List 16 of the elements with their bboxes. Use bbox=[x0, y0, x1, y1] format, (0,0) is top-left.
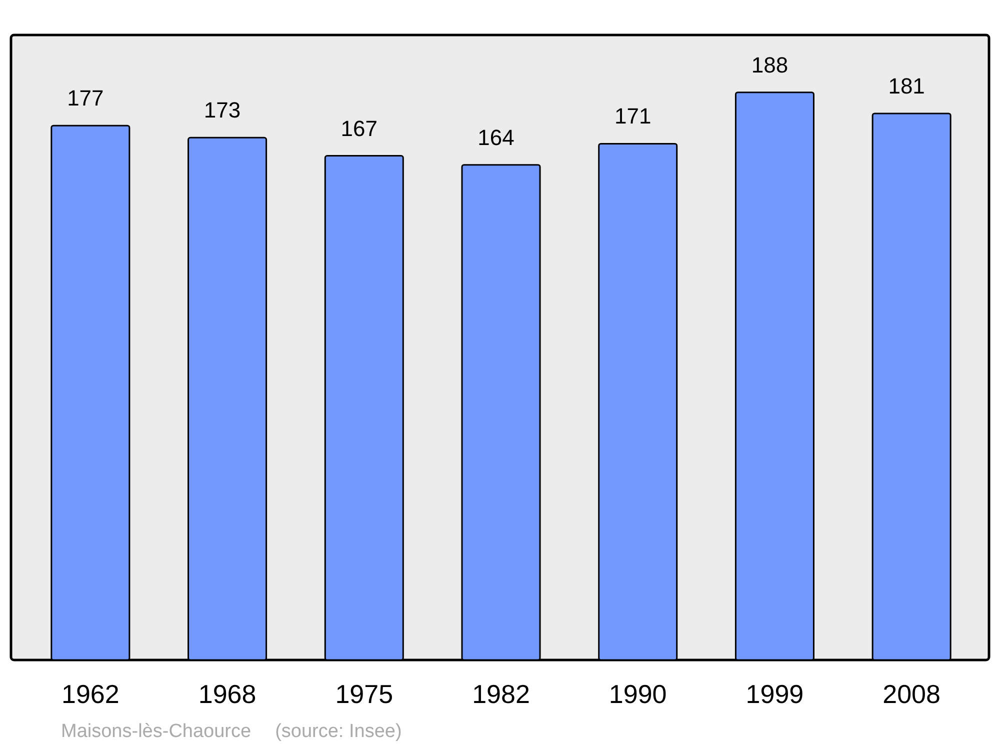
x-tick-label: 1999 bbox=[746, 679, 804, 709]
x-tick-label: 2008 bbox=[882, 679, 940, 709]
x-tick-label: 1968 bbox=[198, 679, 256, 709]
x-tick-label: 1975 bbox=[335, 679, 394, 709]
x-tick-label: 1962 bbox=[62, 679, 120, 709]
data-label: 188 bbox=[751, 52, 788, 78]
data-label: 171 bbox=[614, 104, 652, 129]
data-label: 177 bbox=[67, 86, 104, 111]
text: Maisons-lès-Chaource bbox=[61, 721, 252, 742]
data-label: 167 bbox=[340, 116, 378, 141]
x-tick-label: 1982 bbox=[472, 679, 530, 709]
text: (source: Insee) bbox=[275, 721, 402, 742]
data-label: 164 bbox=[478, 124, 514, 150]
x-tick-label: 1990 bbox=[608, 679, 667, 709]
data-label: 181 bbox=[888, 74, 925, 98]
data-label: 173 bbox=[204, 98, 241, 123]
